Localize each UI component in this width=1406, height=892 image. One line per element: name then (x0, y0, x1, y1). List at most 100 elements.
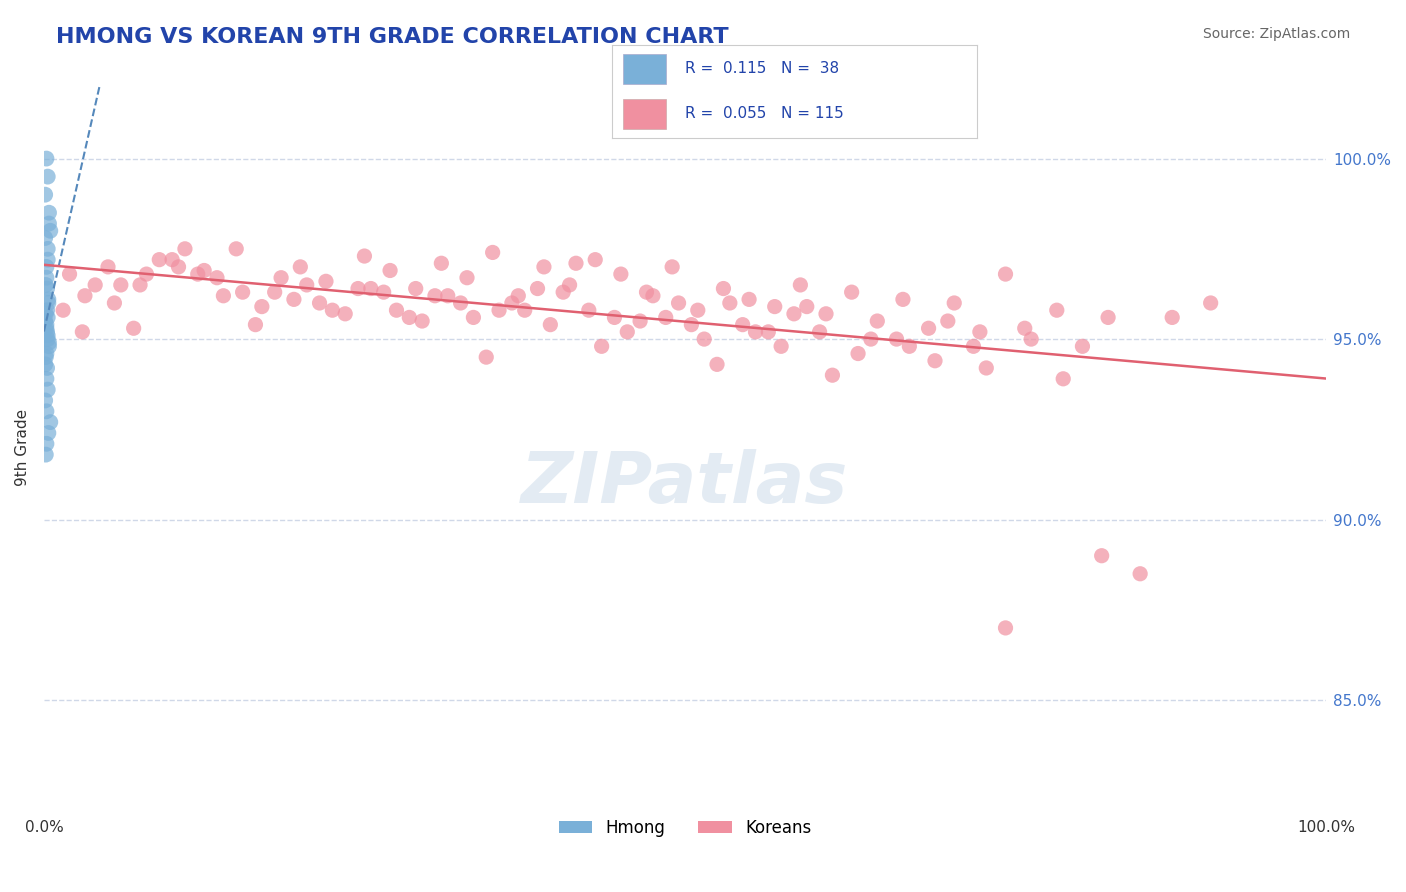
Hmong (35, 277, 58, 292)
Koreans (1052, 372, 1074, 386)
Koreans (891, 293, 914, 307)
Koreans (1091, 549, 1114, 563)
Koreans (135, 267, 157, 281)
Koreans (72, 325, 94, 339)
Koreans (456, 270, 478, 285)
Koreans (232, 285, 254, 300)
Koreans (686, 303, 709, 318)
Koreans (103, 296, 125, 310)
Koreans (411, 314, 433, 328)
Hmong (35, 361, 58, 376)
Koreans (886, 332, 908, 346)
Koreans (936, 314, 959, 328)
Legend: Hmong, Koreans: Hmong, Koreans (553, 812, 818, 844)
Koreans (52, 303, 75, 318)
Hmong (37, 425, 59, 440)
Hmong (38, 335, 60, 350)
Koreans (308, 296, 330, 310)
Koreans (475, 350, 498, 364)
Koreans (591, 339, 613, 353)
Koreans (994, 621, 1017, 635)
Koreans (110, 277, 132, 292)
Hmong (37, 296, 59, 310)
Hmong (35, 307, 58, 321)
Koreans (1199, 296, 1222, 310)
Text: Source: ZipAtlas.com: Source: ZipAtlas.com (1202, 27, 1350, 41)
Koreans (744, 325, 766, 339)
Text: HMONG VS KOREAN 9TH GRADE CORRELATION CHART: HMONG VS KOREAN 9TH GRADE CORRELATION CH… (56, 27, 728, 46)
Koreans (668, 296, 690, 310)
Koreans (681, 318, 703, 332)
Koreans (808, 325, 831, 339)
Koreans (488, 303, 510, 318)
Koreans (353, 249, 375, 263)
Koreans (335, 307, 357, 321)
Koreans (160, 252, 183, 267)
Koreans (212, 289, 235, 303)
Koreans (924, 353, 946, 368)
Hmong (35, 372, 58, 386)
Koreans (763, 300, 786, 314)
Hmong (35, 270, 58, 285)
Koreans (1161, 310, 1184, 325)
Koreans (73, 289, 96, 303)
Hmong (35, 448, 58, 462)
Koreans (962, 339, 984, 353)
Koreans (859, 332, 882, 346)
Hmong (35, 281, 58, 295)
Koreans (616, 325, 638, 339)
Koreans (405, 281, 427, 295)
Koreans (513, 303, 536, 318)
Koreans (122, 321, 145, 335)
Hmong (35, 152, 58, 166)
Hmong (38, 339, 60, 353)
Koreans (508, 289, 530, 303)
Hmong (35, 346, 58, 360)
Hmong (37, 293, 59, 307)
Koreans (283, 293, 305, 307)
Koreans (315, 274, 337, 288)
Koreans (174, 242, 197, 256)
Koreans (526, 281, 548, 295)
Koreans (565, 256, 588, 270)
Koreans (610, 267, 633, 281)
Koreans (481, 245, 503, 260)
Koreans (1046, 303, 1069, 318)
Koreans (693, 332, 716, 346)
Hmong (38, 217, 60, 231)
Koreans (430, 256, 453, 270)
Koreans (501, 296, 523, 310)
Koreans (738, 293, 761, 307)
Koreans (917, 321, 939, 335)
Hmong (35, 318, 58, 332)
Koreans (898, 339, 921, 353)
Koreans (463, 310, 485, 325)
Text: R =  0.055   N = 115: R = 0.055 N = 115 (685, 106, 844, 121)
Koreans (193, 263, 215, 277)
Koreans (290, 260, 312, 274)
Text: R =  0.115   N =  38: R = 0.115 N = 38 (685, 62, 839, 77)
Koreans (347, 281, 370, 295)
Koreans (129, 277, 152, 292)
Koreans (250, 300, 273, 314)
Hmong (35, 325, 58, 339)
Koreans (321, 303, 343, 318)
Hmong (39, 415, 62, 429)
Koreans (756, 325, 779, 339)
Hmong (35, 260, 58, 274)
Koreans (636, 285, 658, 300)
Koreans (821, 368, 844, 383)
Koreans (245, 318, 267, 332)
Hmong (37, 310, 59, 325)
Koreans (295, 277, 318, 292)
Koreans (148, 252, 170, 267)
Koreans (718, 296, 741, 310)
Koreans (167, 260, 190, 274)
Hmong (34, 357, 56, 371)
Koreans (436, 289, 458, 303)
Koreans (1014, 321, 1036, 335)
Bar (623, 54, 666, 84)
Koreans (628, 314, 651, 328)
Hmong (37, 332, 59, 346)
Hmong (37, 169, 59, 184)
